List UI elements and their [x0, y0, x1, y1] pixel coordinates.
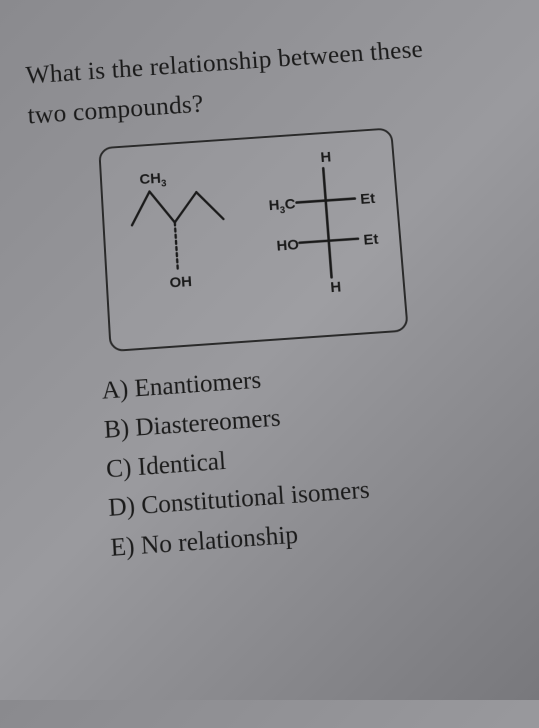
right-structure-svg [100, 130, 406, 352]
structure-figure-box: CH3 OH H H3C Et HO Et H [98, 128, 409, 353]
question-text: What is the relationship between these t… [25, 25, 497, 135]
question-line-2: two compounds? [27, 89, 204, 129]
label-h3c: H3C [268, 196, 296, 217]
label-et-bot: Et [363, 231, 379, 249]
page-container: What is the relationship between these t… [0, 0, 539, 728]
label-et-top: Et [360, 191, 376, 208]
label-h-top: H [320, 149, 332, 166]
question-line-1: What is the relationship between these [25, 35, 424, 89]
label-h-bot: H [330, 279, 342, 296]
label-ho: HO [276, 237, 299, 255]
answer-options: A) Enantiomers B) Diastereomers C) Ident… [101, 344, 537, 569]
